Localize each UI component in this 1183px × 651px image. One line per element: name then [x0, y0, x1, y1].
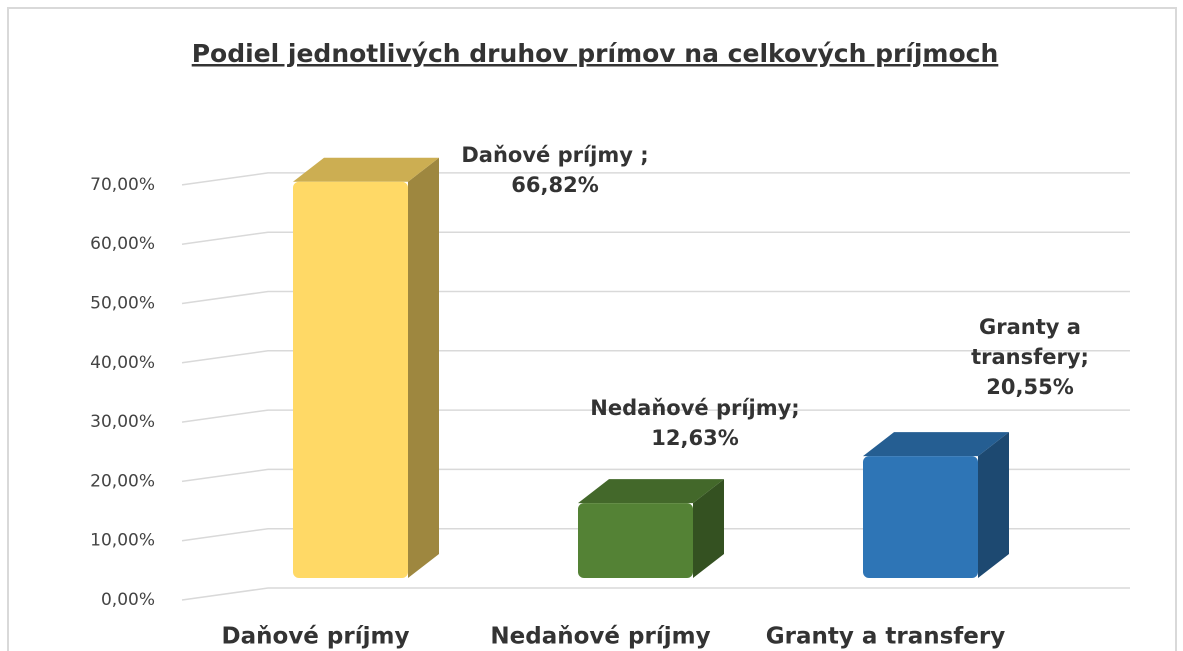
bar-top	[578, 479, 724, 504]
bar	[578, 503, 693, 578]
x-tick-label: Nedaňové príjmy	[490, 624, 710, 650]
chart-title: Podiel jednotlivých druhov prímov na cel…	[192, 39, 999, 68]
y-tick-label: 0,00%	[101, 590, 155, 610]
grid-line	[181, 468, 1130, 483]
data-label: Nedaňové príjmy; 12,63%	[590, 396, 800, 450]
grid-line	[181, 350, 1130, 364]
y-tick-label: 20,00%	[90, 471, 155, 491]
y-tick-label: 30,00%	[90, 412, 155, 432]
y-tick-label: 50,00%	[90, 294, 155, 314]
data-label: Daňové príjmy ; 66,82%	[461, 143, 649, 197]
y-tick-label: 60,00%	[90, 234, 155, 254]
x-tick-label: Daňové príjmy	[222, 624, 410, 650]
y-tick-label: 70,00%	[90, 175, 155, 195]
bar-side	[978, 432, 1009, 578]
grid-line	[181, 231, 1130, 245]
bar-side	[693, 479, 724, 578]
grid-line	[181, 409, 1130, 423]
x-tick-label: Granty a transfery	[766, 624, 1006, 650]
y-tick-label: 10,00%	[90, 531, 155, 551]
data-label: Granty a transfery; 20,55%	[971, 315, 1089, 399]
bar-side	[408, 157, 439, 579]
grid-line	[181, 172, 1130, 186]
bar-top	[293, 157, 439, 182]
grid-line	[181, 587, 1130, 601]
grid-line	[181, 527, 1130, 542]
bar	[293, 181, 408, 579]
y-tick-label: 40,00%	[90, 353, 155, 373]
bar	[863, 456, 978, 578]
chart-border	[7, 7, 1177, 651]
bar-top	[863, 432, 1009, 457]
grid-line	[181, 290, 1130, 305]
